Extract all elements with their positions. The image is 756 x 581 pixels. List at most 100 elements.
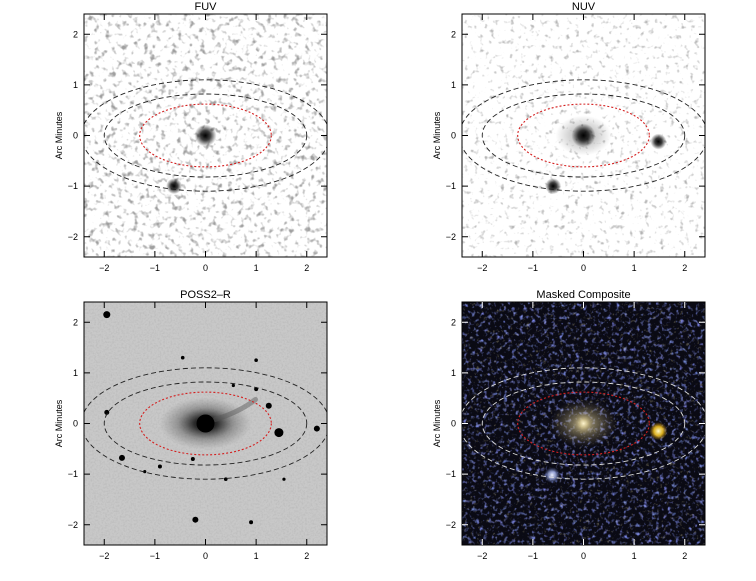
x-tick-label: −1: [528, 263, 538, 273]
mask-bottom: [402, 545, 756, 575]
field-star: [190, 456, 195, 461]
inner-ellipse: [139, 103, 272, 168]
panel-comp: −2 −2 −1 −1 0 0 1 1 2 2 Masked Composite Arc Minute…: [402, 288, 756, 575]
x-tick-label: −2: [99, 263, 109, 273]
x-tick-label: −1: [150, 263, 160, 273]
field-star: [282, 477, 286, 481]
point-source: [545, 178, 562, 195]
y-tick-label: 0: [451, 419, 456, 429]
field-star: [223, 477, 228, 481]
x-tick-label: −2: [477, 551, 487, 561]
galaxy-core: [194, 124, 217, 147]
mask-bottom: [402, 257, 756, 287]
mask-left: [24, 302, 84, 545]
x-tick-label: 2: [304, 263, 309, 273]
y-tick-label: 1: [73, 368, 78, 378]
inner-ellipse: [517, 103, 650, 168]
y-tick-label: −1: [446, 469, 456, 479]
mask-right: [705, 14, 755, 257]
y-tick-label: −2: [68, 520, 78, 530]
field-star: [254, 358, 258, 363]
y-tick-label: 2: [73, 29, 78, 39]
y-tick-label: −2: [446, 520, 456, 530]
mask-left: [402, 302, 462, 545]
mask-top: [24, 288, 387, 302]
field-star: [313, 425, 320, 432]
middle-ellipse: [103, 381, 308, 466]
galaxy-core: [571, 123, 596, 148]
point-source-blue: [544, 467, 561, 484]
y-tick-label: 0: [451, 131, 456, 141]
field-star: [249, 520, 254, 525]
y-tick-label: 2: [451, 317, 456, 327]
mask-right: [705, 302, 755, 545]
field-star: [118, 454, 125, 461]
mask-top: [402, 288, 756, 302]
mask-top: [24, 0, 387, 14]
x-tick-label: −1: [528, 551, 538, 561]
field-star: [143, 469, 147, 474]
y-tick-label: 1: [451, 368, 456, 378]
panel-title: FUV: [195, 1, 218, 13]
x-tick-label: 0: [203, 551, 208, 561]
y-axis-label: Arc Minutes: [432, 111, 442, 159]
middle-ellipse: [481, 381, 686, 466]
x-tick-label: 0: [581, 551, 586, 561]
panel-title: POSS2–R: [180, 289, 231, 301]
y-axis-label: Arc Minutes: [54, 111, 64, 159]
y-tick-label: −2: [68, 232, 78, 242]
field-star: [265, 402, 272, 409]
field-star: [192, 516, 199, 523]
mask-bottom: [24, 257, 387, 287]
galaxy-core: [196, 414, 215, 433]
x-tick-label: −2: [477, 263, 487, 273]
y-axis-label: Arc Minutes: [54, 399, 64, 447]
panel-fuv: −2 −2 −1 −1 0 0 1 1 2 2 FUV Arc Minutes: [24, 0, 387, 287]
field-star: [180, 355, 185, 360]
mask-top: [402, 0, 756, 14]
y-tick-label: 2: [73, 317, 78, 327]
point-source-yellow: [649, 422, 668, 441]
field-star: [231, 383, 235, 388]
x-tick-label: 0: [581, 263, 586, 273]
field-star: [274, 428, 284, 438]
y-tick-label: 2: [451, 29, 456, 39]
y-tick-label: −1: [446, 181, 456, 191]
field-star: [103, 311, 111, 319]
y-tick-label: −1: [68, 469, 78, 479]
inner-ellipse: [139, 391, 272, 456]
middle-ellipse: [103, 93, 308, 178]
x-tick-label: −1: [150, 551, 160, 561]
y-tick-label: −1: [68, 181, 78, 191]
x-tick-label: −2: [99, 551, 109, 561]
y-tick-label: −2: [446, 232, 456, 242]
x-tick-label: 2: [682, 263, 687, 273]
mask-left: [24, 14, 84, 257]
field-star: [104, 409, 110, 415]
y-tick-label: 1: [73, 80, 78, 90]
panel-title: NUV: [572, 1, 596, 13]
panel-title: Masked Composite: [536, 289, 630, 301]
x-tick-label: 2: [304, 551, 309, 561]
mask-bottom: [24, 545, 387, 575]
inner-ellipse: [517, 391, 650, 456]
mask-left: [402, 14, 462, 257]
mask-right: [327, 302, 377, 545]
x-tick-label: 1: [632, 551, 637, 561]
x-tick-label: 0: [203, 263, 208, 273]
y-tick-label: 0: [73, 131, 78, 141]
panel-poss: −2 −2 −1 −1 0 0 1 1 2 2 POSS2–R Arc Minutes: [24, 288, 387, 575]
point-source: [650, 133, 667, 150]
mask-right: [327, 14, 377, 257]
x-tick-label: 1: [254, 263, 259, 273]
y-tick-label: 1: [451, 80, 456, 90]
galaxy-core: [572, 412, 595, 435]
y-tick-label: 0: [73, 419, 78, 429]
field-star: [157, 464, 162, 469]
panel-nuv: −2 −2 −1 −1 0 0 1 1 2 2 NUV Arc Minutes: [402, 0, 756, 287]
x-tick-label: 2: [682, 551, 687, 561]
point-source: [166, 178, 183, 195]
y-axis-label: Arc Minutes: [432, 399, 442, 447]
middle-ellipse: [481, 93, 686, 178]
